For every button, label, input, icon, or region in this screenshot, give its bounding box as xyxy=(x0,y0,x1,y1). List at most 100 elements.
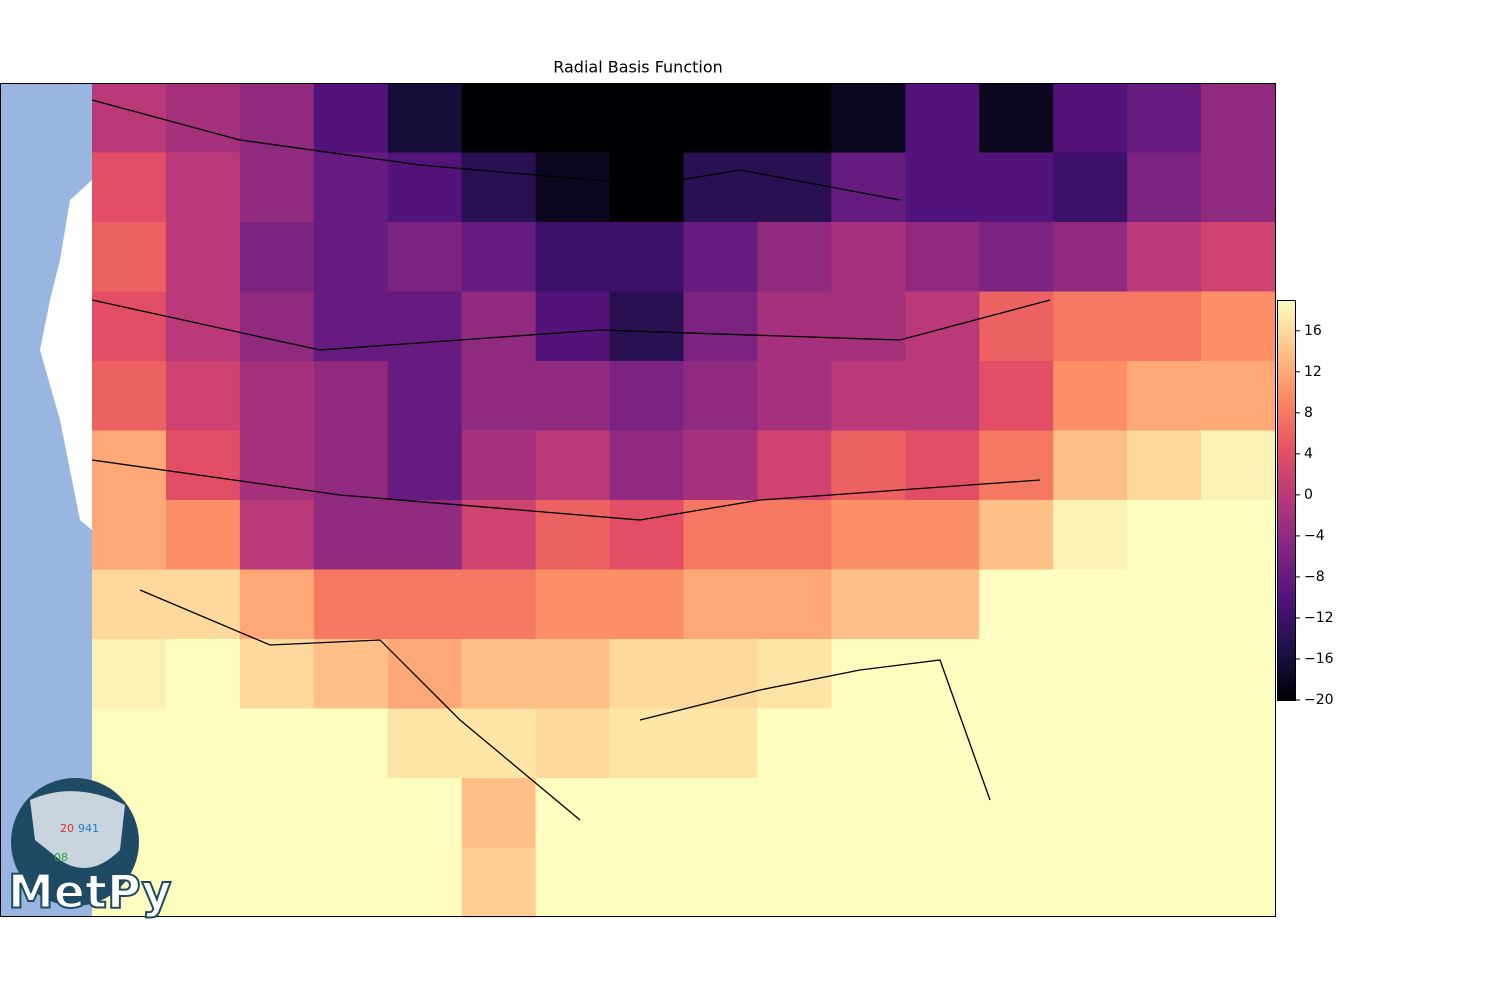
grid-cell xyxy=(979,639,1054,709)
grid-cell xyxy=(683,500,758,570)
grid-cell xyxy=(1201,569,1276,640)
grid-cell xyxy=(757,361,832,431)
grid-cell xyxy=(239,152,315,223)
grid-cell xyxy=(905,291,980,362)
grid-cell xyxy=(757,639,832,709)
colorbar-tick-label: 8 xyxy=(1304,405,1313,421)
grid-cell xyxy=(461,152,537,223)
colorbar-step xyxy=(1277,512,1295,517)
colorbar-step xyxy=(1277,608,1295,613)
colorbar-step xyxy=(1277,656,1295,661)
grid-cell xyxy=(92,708,167,779)
coast-gap xyxy=(40,180,92,530)
grid-cell xyxy=(609,639,684,709)
grid-cell xyxy=(313,639,389,709)
grid-cell xyxy=(239,639,315,709)
colorbar-step xyxy=(1277,692,1295,697)
grid-cell xyxy=(609,83,684,153)
grid-cell xyxy=(683,569,758,640)
grid-cell xyxy=(1127,569,1202,640)
logo-land xyxy=(30,791,125,868)
colorbar-step xyxy=(1277,436,1295,441)
colorbar-step xyxy=(1277,640,1295,645)
grid-cell xyxy=(831,778,906,848)
grid-cell xyxy=(831,361,906,431)
grid-cell xyxy=(1053,847,1128,918)
colorbar-step xyxy=(1277,652,1295,657)
grid-cell xyxy=(831,430,906,501)
grid-cell xyxy=(387,847,463,918)
colorbar-step xyxy=(1277,576,1295,581)
grid-cell xyxy=(757,778,832,848)
grid-cell xyxy=(979,152,1054,223)
grid-cell xyxy=(1127,778,1202,848)
grid-cell xyxy=(683,778,758,848)
grid-cell xyxy=(239,569,315,640)
grid-cell xyxy=(1053,500,1128,570)
grid-cell xyxy=(92,361,167,431)
grid-cell xyxy=(239,708,315,779)
grid-cell xyxy=(683,708,758,779)
grid-cell xyxy=(461,847,537,918)
logo-temperature: 20 xyxy=(60,822,74,835)
grid-cell xyxy=(609,430,684,501)
grid-cell xyxy=(1201,847,1276,918)
grid-cell xyxy=(165,222,241,292)
colorbar-tick-label: −12 xyxy=(1304,610,1334,626)
grid-cell xyxy=(387,778,463,848)
logo-pressure: 941 xyxy=(78,822,99,835)
grid-cell xyxy=(757,152,832,223)
colorbar-step xyxy=(1277,324,1295,329)
colorbar-step xyxy=(1277,392,1295,397)
grid-cell xyxy=(165,708,241,779)
grid-cell xyxy=(831,222,906,292)
grid-cell xyxy=(313,847,389,918)
colorbar-step xyxy=(1277,668,1295,673)
grid-cell xyxy=(165,361,241,431)
grid-cell xyxy=(387,291,463,362)
grid-cell xyxy=(1127,83,1202,153)
colorbar-tick-label: −4 xyxy=(1304,528,1325,544)
grid-cell xyxy=(461,222,537,292)
grid-cell xyxy=(683,83,758,153)
grid-cell xyxy=(757,708,832,779)
colorbar-step xyxy=(1277,340,1295,345)
logo-name: MetPy xyxy=(8,865,172,919)
grid-cell xyxy=(831,83,906,153)
grid-cell xyxy=(313,430,389,501)
grid-cell xyxy=(1201,778,1276,848)
colorbar-step xyxy=(1277,696,1295,701)
colorbar-step xyxy=(1277,600,1295,605)
grid-cell xyxy=(387,83,463,153)
grid-cell xyxy=(831,569,906,640)
grid-cell xyxy=(683,639,758,709)
colorbar-step xyxy=(1277,356,1295,361)
colorbar-step xyxy=(1277,444,1295,449)
grid-cell xyxy=(905,569,980,640)
grid-cell xyxy=(683,430,758,501)
colorbar-step xyxy=(1277,372,1295,377)
grid-cell xyxy=(461,291,537,362)
grid-cell xyxy=(609,500,684,570)
colorbar-step xyxy=(1277,456,1295,461)
grid-cell xyxy=(535,847,611,918)
grid-cell xyxy=(979,778,1054,848)
grid-cell xyxy=(979,500,1054,570)
colorbar-step xyxy=(1277,348,1295,353)
colorbar-step xyxy=(1277,628,1295,633)
grid-cell xyxy=(757,500,832,570)
grid-cell xyxy=(1053,778,1128,848)
grid-cell xyxy=(92,222,167,292)
grid-cell xyxy=(609,291,684,362)
grid-cell xyxy=(461,500,537,570)
grid-cell xyxy=(609,778,684,848)
colorbar-step xyxy=(1277,672,1295,677)
colorbar-step xyxy=(1277,440,1295,445)
grid-cell xyxy=(1127,708,1202,779)
colorbar-step xyxy=(1277,492,1295,497)
colorbar-step xyxy=(1277,432,1295,437)
grid-cell xyxy=(683,847,758,918)
boundaries xyxy=(91,99,1051,821)
grid-cell xyxy=(535,778,611,848)
grid-cell xyxy=(387,569,463,640)
